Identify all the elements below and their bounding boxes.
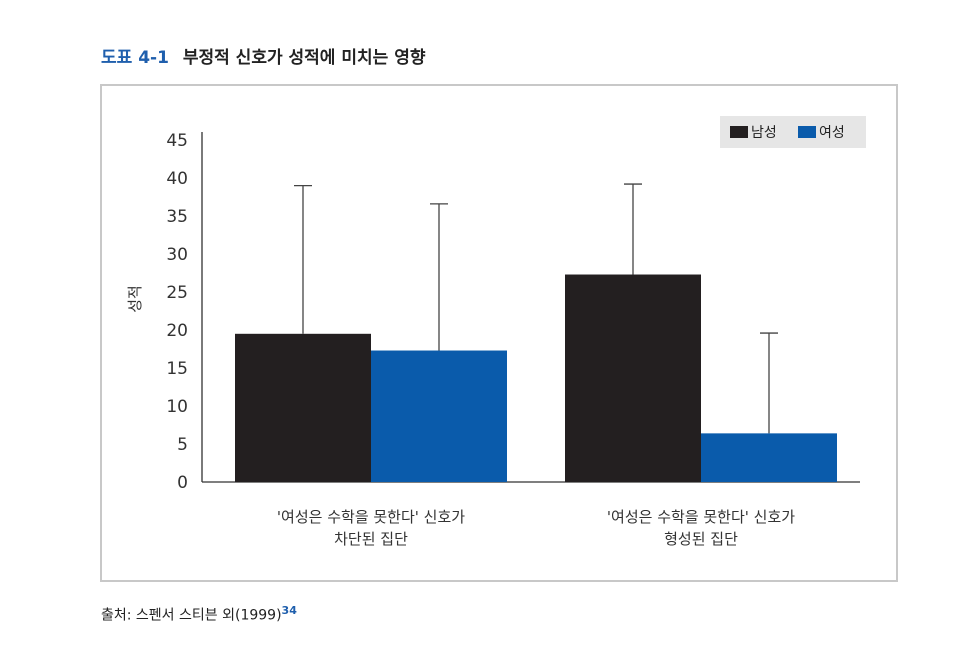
y-tick-label: 35	[166, 207, 188, 227]
bar-male-group-1	[235, 333, 371, 482]
bar-female-group-2	[701, 433, 837, 482]
y-tick-label: 20	[166, 321, 188, 341]
y-tick-label: 0	[177, 473, 188, 493]
bar-chart: 0 5 10 15 20 25 30 35 40 45 성적 '여성은 수학을 못한다' 신호가차단된…	[126, 116, 866, 548]
legend-swatch-female	[798, 126, 816, 138]
y-tick-label: 40	[166, 169, 188, 189]
y-tick-label: 45	[166, 131, 188, 151]
y-axis-label: 성적	[126, 285, 144, 313]
source-reference-number: 34	[281, 604, 297, 617]
y-tick-label: 25	[166, 283, 188, 303]
legend-label-male: 남성	[751, 125, 777, 141]
y-tick-label: 10	[166, 397, 188, 417]
figure-label: 도표 4-1	[101, 48, 169, 68]
x-category-label: 차단된 집단	[334, 530, 408, 548]
source-text: 출처: 스펜서 스티븐 외(1999)	[101, 607, 282, 624]
x-category-label: 형성된 집단	[664, 530, 738, 548]
figure-title: 부정적 신호가 성적에 미치는 영향	[182, 48, 426, 68]
legend-swatch-male	[730, 126, 748, 138]
source-note: 출처: 스펜서 스티븐 외(1999)34	[101, 604, 297, 625]
y-tick-label: 30	[166, 245, 188, 265]
figure-heading: 도표 4-1 부정적 신호가 성적에 미치는 영향	[101, 43, 425, 68]
bar-male-group-2	[565, 274, 701, 482]
legend-label-female: 여성	[819, 125, 845, 141]
y-tick-label: 15	[166, 359, 188, 379]
x-category-label: '여성은 수학을 못한다' 신호가	[607, 508, 795, 526]
x-category-label: '여성은 수학을 못한다' 신호가	[277, 508, 465, 526]
y-tick-label: 5	[177, 435, 188, 455]
bar-female-group-1	[371, 350, 507, 482]
